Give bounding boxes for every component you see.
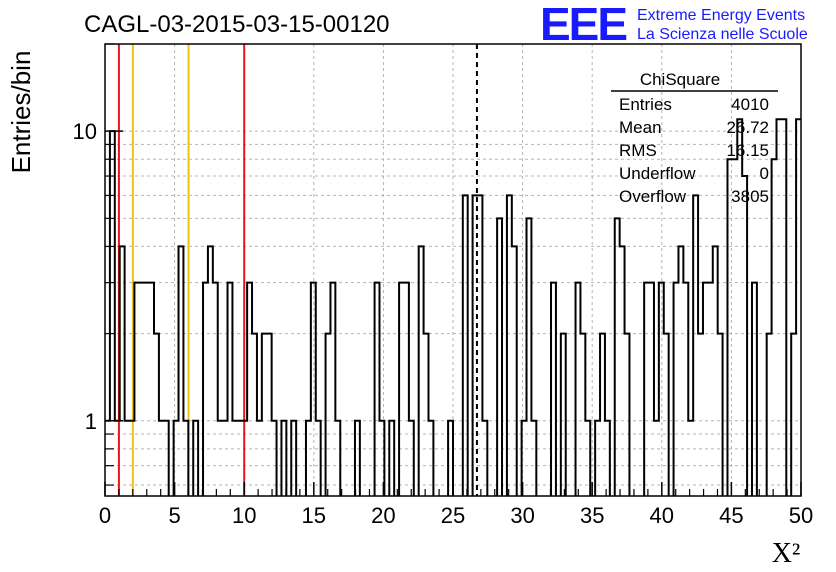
x-tick-label: 20 [371,503,395,528]
stats-value-overflow: 3805 [731,187,769,206]
y-tick-label: 1 [85,409,97,434]
x-tick-label: 25 [441,503,465,528]
eee-logo: EEE Extreme Energy Events La Scienza nel… [540,0,808,50]
x-tick-label: 5 [168,503,180,528]
stats-label-overflow: Overflow [619,187,687,206]
stats-value-mean: 26.72 [726,118,769,137]
x-tick-label: 40 [650,503,674,528]
stats-value-entries: 4010 [731,95,769,114]
x-tick-label: 0 [99,503,111,528]
histogram [105,118,801,496]
chart-title: CAGL-03-2015-03-15-00120 [84,11,390,38]
y-axis-label: Entries/bin [6,51,36,174]
x-axis-label: X² [772,538,801,569]
stats-value-rms: 16.15 [726,141,769,160]
stats-label-entries: Entries [619,95,672,114]
axis-ticks: 0 5 10 15 20 25 30 35 40 45 50 1 10 [73,43,813,528]
stats-title: ChiSquare [640,70,720,89]
stats-label-mean: Mean [619,118,662,137]
x-tick-label: 30 [510,503,534,528]
x-tick-label: 50 [789,503,813,528]
logo-line-2: La Scienza nelle Scuole [637,26,808,43]
logo-line-1: Extreme Energy Events [637,7,805,24]
logo-mark: EEE [540,0,626,50]
stats-value-underflow: 0 [760,164,769,183]
stats-box: ChiSquare Entries 4010 Mean 26.72 RMS 16… [611,70,778,206]
x-tick-label: 35 [580,503,604,528]
x-tick-label: 10 [232,503,256,528]
stats-label-underflow: Underflow [619,164,696,183]
x-tick-label: 45 [719,503,743,528]
stats-label-rms: RMS [619,141,657,160]
y-tick-label: 10 [73,119,97,144]
x-tick-label: 15 [302,503,326,528]
histogram-line [105,118,801,496]
